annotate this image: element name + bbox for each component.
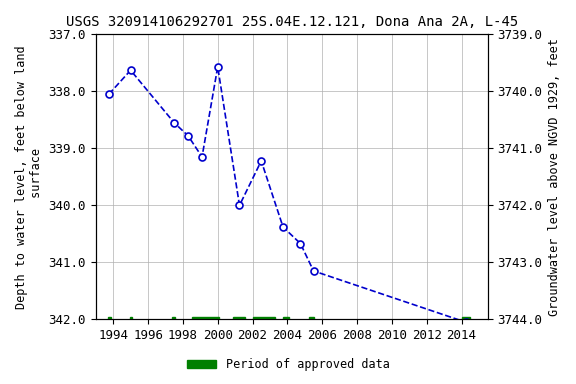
Bar <box>108 318 111 321</box>
Bar <box>252 318 275 321</box>
Bar <box>233 318 245 321</box>
Bar <box>130 318 132 321</box>
Y-axis label: Groundwater level above NGVD 1929, feet: Groundwater level above NGVD 1929, feet <box>548 38 561 316</box>
Bar <box>309 318 314 321</box>
Legend: Period of approved data: Period of approved data <box>182 354 394 376</box>
Bar <box>283 318 289 321</box>
Bar <box>192 318 219 321</box>
Y-axis label: Depth to water level, feet below land
 surface: Depth to water level, feet below land su… <box>15 45 43 309</box>
Bar <box>172 318 175 321</box>
Title: USGS 320914106292701 25S.04E.12.121, Dona Ana 2A, L-45: USGS 320914106292701 25S.04E.12.121, Don… <box>66 15 518 29</box>
Bar <box>461 318 470 321</box>
